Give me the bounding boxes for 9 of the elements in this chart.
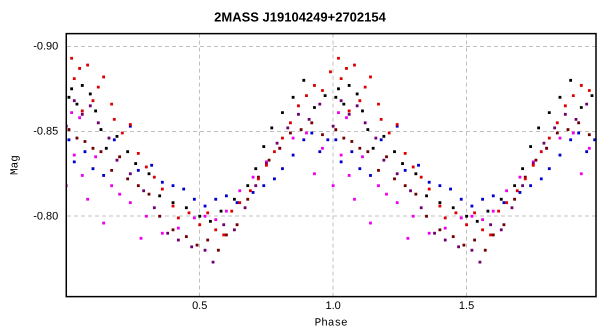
- x-tick-label: 0.5: [192, 300, 208, 312]
- x-tick-label: 1.5: [458, 300, 474, 312]
- x-tick-label: 1.0: [325, 300, 341, 312]
- x-axis-title: Phase: [314, 317, 348, 330]
- y-tick-label: -0.90: [33, 40, 58, 52]
- y-tick-label: -0.80: [33, 210, 58, 222]
- y-tick-label: -0.85: [33, 125, 58, 138]
- y-axis-title: Mag: [10, 155, 22, 176]
- chart-title: 2MASS J19104249+2702154: [214, 9, 387, 24]
